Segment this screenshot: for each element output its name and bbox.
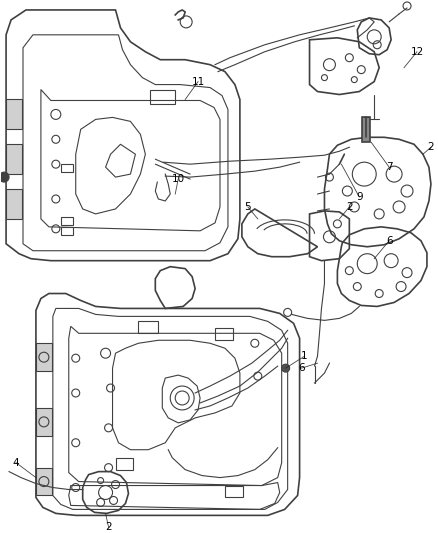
Circle shape	[282, 364, 290, 372]
Bar	[225, 486, 243, 497]
Text: 12: 12	[410, 47, 424, 56]
Text: 1: 1	[301, 351, 308, 361]
Bar	[61, 227, 73, 235]
Circle shape	[0, 172, 9, 182]
Text: 7: 7	[386, 162, 392, 172]
Text: 11: 11	[191, 77, 205, 86]
Text: 2: 2	[105, 522, 112, 532]
Text: 4: 4	[13, 458, 19, 467]
Text: 10: 10	[172, 174, 185, 184]
Bar	[61, 217, 73, 225]
Text: 5: 5	[244, 202, 251, 212]
Text: 2: 2	[346, 202, 353, 212]
Text: 2: 2	[427, 142, 434, 152]
Bar	[150, 90, 175, 104]
Bar	[138, 321, 158, 333]
Bar	[36, 408, 52, 436]
Bar	[36, 467, 52, 496]
Text: 9: 9	[356, 192, 363, 202]
Bar	[6, 100, 22, 130]
Bar	[6, 189, 22, 219]
Bar	[116, 458, 134, 470]
Bar	[6, 144, 22, 174]
Bar	[362, 117, 370, 142]
Text: 6: 6	[298, 363, 305, 373]
Bar	[61, 164, 73, 172]
Bar	[215, 328, 233, 340]
Bar	[36, 343, 52, 371]
Text: 6: 6	[386, 236, 392, 246]
